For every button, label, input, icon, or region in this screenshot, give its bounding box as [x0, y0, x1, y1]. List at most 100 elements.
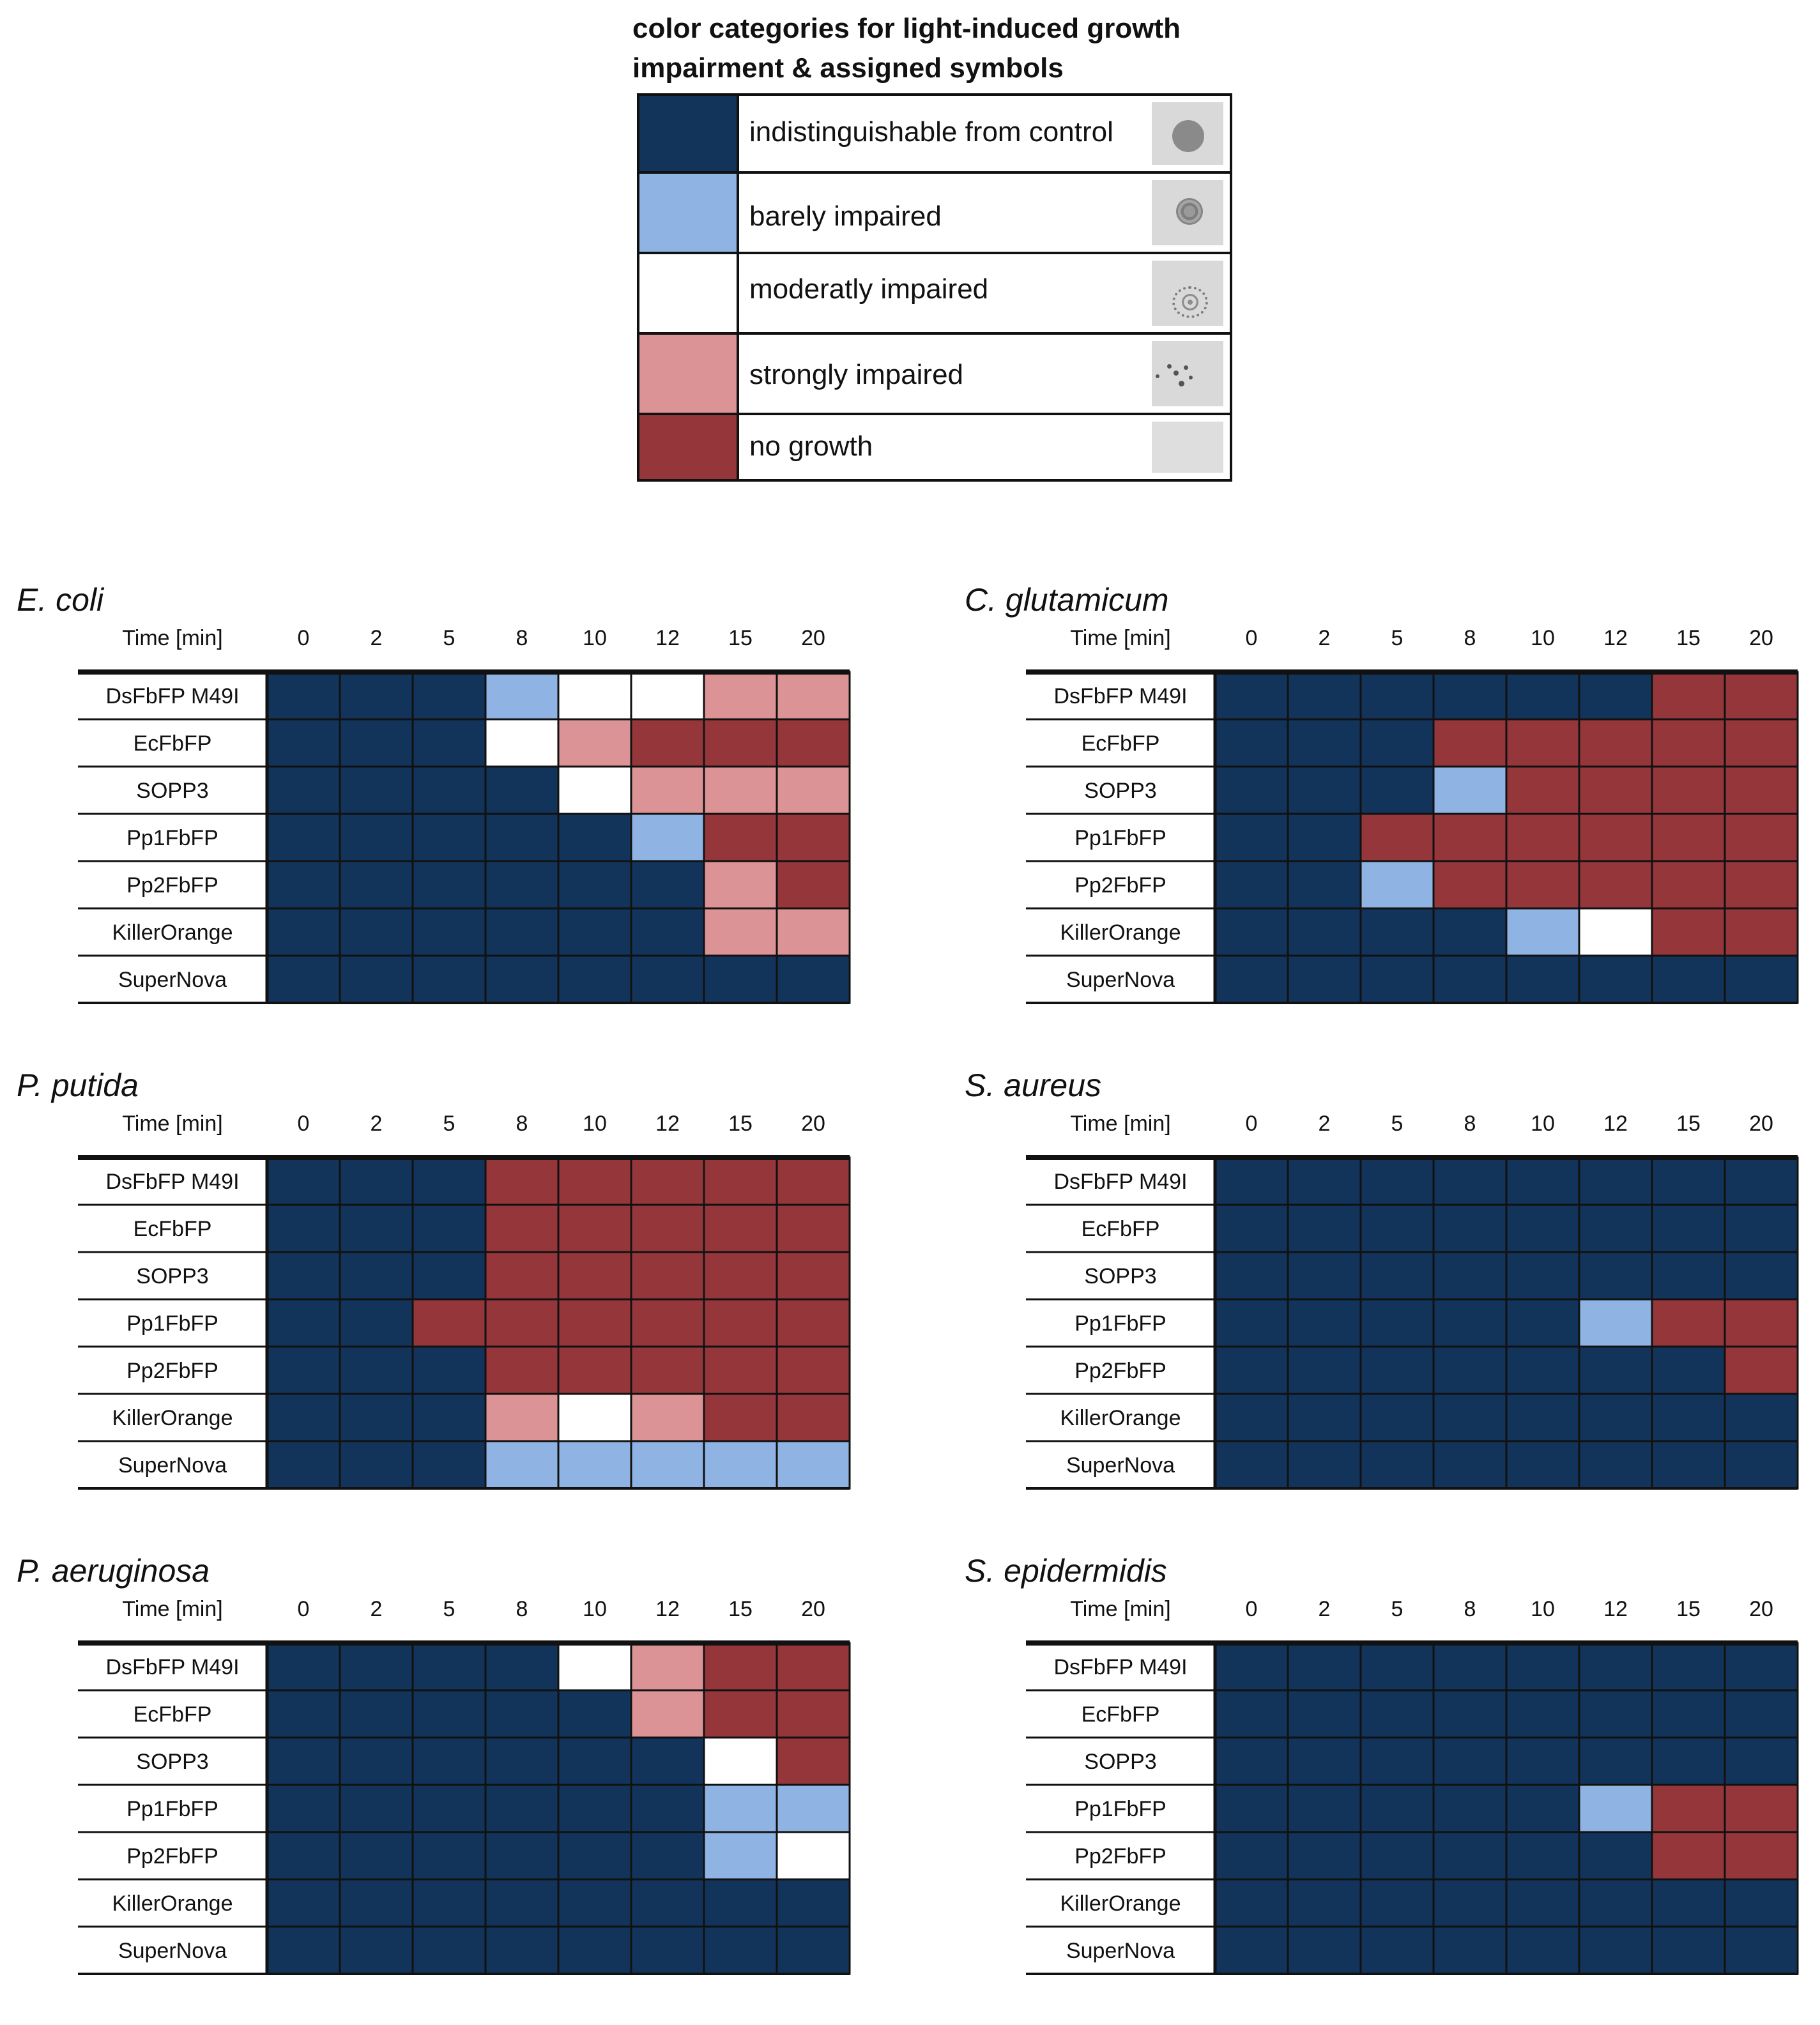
heatmap-cell: [1578, 718, 1653, 768]
heatmap-cell: [339, 860, 414, 910]
protein-row-label: SuperNova: [118, 1453, 227, 1478]
protein-row-label: KillerOrange: [1060, 1891, 1181, 1916]
heatmap-cell: [1724, 1251, 1799, 1301]
heatmap-cell: [630, 718, 705, 768]
heatmap-cell: [557, 765, 632, 815]
heatmap-cell: [1505, 1878, 1580, 1928]
protein-row-label: KillerOrange: [112, 1406, 233, 1430]
heatmap-cell: [1432, 1689, 1508, 1739]
heatmap-cell: [1651, 813, 1726, 862]
colony-full-icon: [1152, 102, 1223, 165]
protein-row-label: Pp2FbFP: [1074, 1844, 1166, 1868]
time-tick-label: 0: [298, 1597, 310, 1621]
heatmap-cell: [1214, 1345, 1289, 1395]
heatmap-cell: [266, 1831, 341, 1881]
heatmap-cell: [1651, 1878, 1726, 1928]
heatmap-cell: [266, 718, 341, 768]
heatmap-s-aureus: Time [min] 0 2 5 8 10 12 15 20 DsFbFP M49I EcFbFP S…: [1026, 1112, 1799, 1490]
heatmap-cell: [1214, 1925, 1289, 1975]
legend-row-barely: barely impaired: [639, 174, 1230, 254]
heatmap-cell: [776, 765, 851, 815]
heatmap-cell: [411, 1831, 487, 1881]
heatmap-cell: [1432, 1831, 1508, 1881]
time-axis-label: Time [min]: [1070, 626, 1170, 650]
time-tick-label: 0: [298, 626, 310, 650]
heatmap-cell: [339, 813, 414, 862]
heatmap-cell: [630, 1345, 705, 1395]
heatmap-cell: [776, 1642, 851, 1692]
heatmap-cell: [630, 1878, 705, 1928]
heatmap-cell: [1724, 860, 1799, 910]
heatmap-cell: [1214, 954, 1289, 1004]
heatmap-cell: [339, 765, 414, 815]
legend-title: color categories for light-induced growt…: [632, 9, 1271, 88]
heatmap-cell: [703, 1642, 778, 1692]
heatmap-cell: [557, 671, 632, 721]
heatmap-cell: [776, 1736, 851, 1786]
heatmap-cell: [630, 1156, 705, 1206]
time-tick-label: 5: [443, 1112, 455, 1136]
heatmap-cell: [1578, 813, 1653, 862]
protein-row-label: SOPP3: [136, 779, 208, 803]
heatmap-cell: [266, 1642, 341, 1692]
heatmap-cell: [411, 671, 487, 721]
heatmap-cell: [1578, 954, 1653, 1004]
heatmap-cell: [484, 1440, 560, 1490]
heatmap-cell: [1359, 1440, 1435, 1490]
heatmap-cell: [339, 1393, 414, 1442]
time-tick-label: 20: [1749, 1112, 1773, 1136]
heatmap-cell: [411, 1878, 487, 1928]
heatmap-cell: [1505, 671, 1580, 721]
heatmap-cell: [484, 1925, 560, 1975]
heatmap-cell: [1287, 1156, 1362, 1206]
heatmap-cell: [1359, 1689, 1435, 1739]
heatmap-cell: [1505, 1642, 1580, 1692]
protein-row-label: DsFbFP M49I: [105, 1655, 239, 1679]
heatmap-cell: [557, 1156, 632, 1206]
heatmap-cell: [411, 1784, 487, 1833]
protein-row-label: Pp1FbFP: [126, 826, 218, 850]
time-tick-label: 20: [801, 626, 825, 650]
time-tick-label: 0: [1246, 1597, 1258, 1621]
colony-speckled-icon: [1152, 261, 1223, 326]
heatmap-cell: [630, 1784, 705, 1833]
heatmap-cell: [1214, 671, 1289, 721]
time-tick-label: 8: [516, 626, 528, 650]
protein-row-label: KillerOrange: [112, 921, 233, 945]
heatmap-cell: [1359, 1345, 1435, 1395]
heatmap-cell: [776, 1156, 851, 1206]
heatmap-cell: [339, 1736, 414, 1786]
protein-row-label: Pp1FbFP: [126, 1311, 218, 1336]
heatmap-cell: [339, 1878, 414, 1928]
heatmap-cell: [1651, 1251, 1726, 1301]
heatmap-cell: [411, 1251, 487, 1301]
heatmap-cell: [703, 1251, 778, 1301]
heatmap-cell: [1432, 1736, 1508, 1786]
heatmap-cell: [1359, 718, 1435, 768]
heatmap-cell: [1505, 1925, 1580, 1975]
heatmap-cell: [484, 1345, 560, 1395]
heatmap-cell: [1724, 1393, 1799, 1442]
heatmap-cell: [1578, 1736, 1653, 1786]
time-tick-label: 15: [1676, 1597, 1701, 1621]
heatmap-cell: [266, 1204, 341, 1253]
protein-row-label: SuperNova: [118, 968, 227, 992]
heatmap-cell: [1578, 1345, 1653, 1395]
heatmap-cell: [1651, 907, 1726, 957]
heatmap-cell: [266, 1689, 341, 1739]
heatmap-cell: [1724, 1298, 1799, 1348]
heatmap-cell: [703, 671, 778, 721]
heatmap-cell: [484, 1204, 560, 1253]
heatmap-cell: [411, 954, 487, 1004]
heatmap-cell: [1724, 1784, 1799, 1833]
time-tick-label: 15: [728, 626, 753, 650]
heatmap-cell: [630, 860, 705, 910]
heatmap-cell: [1214, 1298, 1289, 1348]
heatmap-cell: [1432, 1156, 1508, 1206]
heatmap-cell: [266, 1878, 341, 1928]
heatmap-cell: [1214, 1784, 1289, 1833]
heatmap-cell: [557, 1736, 632, 1786]
panel-p-aeruginosa: P. aeruginosa Time [min] 0 2 5 8 10 12 15 20 DsFb…: [17, 1552, 851, 2025]
heatmap-cell: [776, 1689, 851, 1739]
protein-row-label: Pp2FbFP: [1074, 1359, 1166, 1383]
